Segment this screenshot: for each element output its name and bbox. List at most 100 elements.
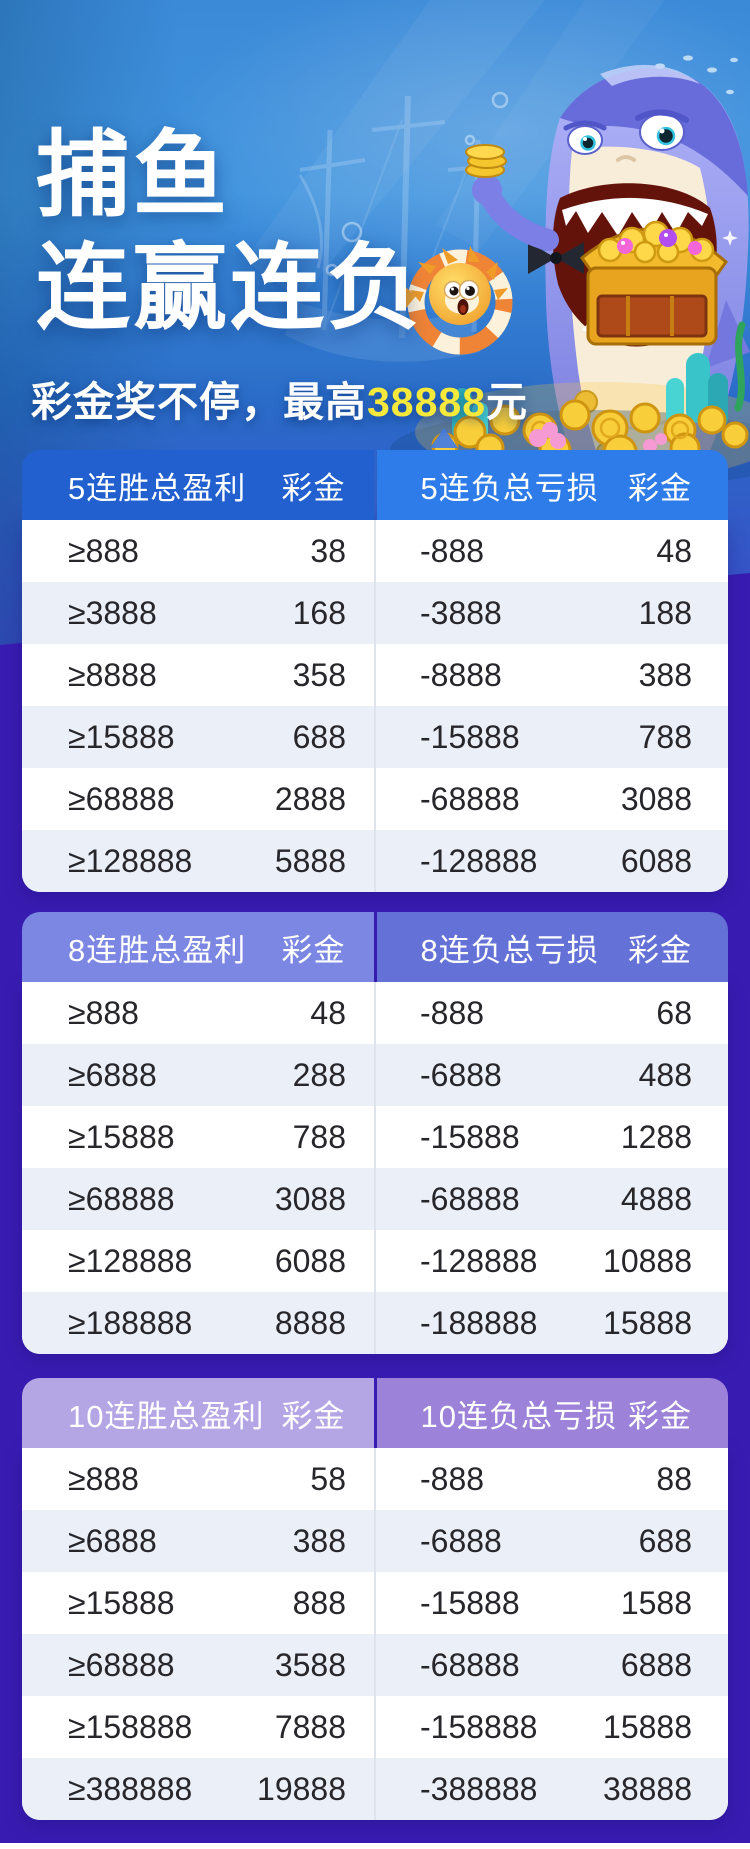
- win-cell: ≥6888 288: [22, 1044, 374, 1106]
- loss-bonus-value: 688: [638, 1522, 692, 1559]
- table-row: ≥388888 19888 -388888 38888: [22, 1758, 728, 1820]
- loss-bonus-value: 6088: [620, 842, 692, 879]
- win-header-cell: 5连胜总盈利 彩金: [22, 450, 374, 520]
- win-bonus-header: 彩金: [281, 470, 346, 506]
- win-threshold: ≥388888: [68, 1770, 193, 1807]
- subtitle-prefix: 彩金奖不停，最高: [31, 379, 367, 425]
- win-cell: ≥3888 168: [22, 582, 374, 644]
- loss-bonus-value: 488: [638, 1056, 692, 1093]
- subtitle-max-amount: 38888: [367, 379, 487, 425]
- table-row: ≥68888 3088 -68888 4888: [22, 1168, 728, 1230]
- banner-subtitle: 彩金奖不停，最高38888元: [31, 368, 528, 428]
- banner-title-line1: 捕鱼: [36, 122, 231, 227]
- loss-bonus-value: 48: [656, 532, 692, 569]
- win-streak-header: 10连胜总盈利: [68, 1398, 265, 1434]
- loss-cell: -888 88: [376, 1448, 728, 1510]
- loss-cell: -15888 788: [376, 706, 728, 768]
- loss-cell: -888 48: [376, 520, 728, 582]
- table-row: ≥8888 358 -8888 388: [22, 644, 728, 706]
- loss-bonus-value: 388: [638, 656, 692, 693]
- loss-bonus-value: 15888: [603, 1304, 692, 1341]
- loss-bonus-value: 68: [656, 994, 692, 1031]
- win-cell: ≥68888 3088: [22, 1168, 374, 1230]
- loss-cell: -188888 15888: [376, 1292, 728, 1354]
- pufferfish: [402, 246, 513, 355]
- loss-threshold: -68888: [420, 780, 520, 817]
- table-row: ≥15888 788 -15888 1288: [22, 1106, 728, 1168]
- win-bonus-value: 2888: [274, 780, 346, 817]
- win-threshold: ≥128888: [68, 842, 193, 879]
- win-bonus-value: 5888: [274, 842, 346, 879]
- table-row: ≥888 48 -888 68: [22, 982, 728, 1044]
- loss-cell: -68888 3088: [376, 768, 728, 830]
- win-bonus-value: 388: [292, 1522, 346, 1559]
- win-threshold: ≥6888: [68, 1522, 157, 1559]
- win-bonus-value: 788: [292, 1118, 346, 1155]
- subtitle-suffix: 元: [486, 379, 529, 425]
- table-header-row: 8连胜总盈利 彩金 8连负总亏损 彩金: [22, 912, 728, 982]
- win-bonus-value: 288: [292, 1056, 346, 1093]
- win-threshold: ≥68888: [68, 1180, 175, 1217]
- win-bonus-header: 彩金: [281, 1398, 346, 1434]
- loss-threshold: -68888: [420, 1180, 520, 1217]
- loss-threshold: -158888: [420, 1708, 538, 1745]
- win-cell: ≥6888 388: [22, 1510, 374, 1572]
- loss-threshold: -388888: [420, 1770, 538, 1807]
- win-bonus-value: 58: [310, 1460, 346, 1497]
- win-bonus-value: 168: [292, 594, 346, 631]
- win-threshold: ≥15888: [68, 1584, 175, 1621]
- loss-cell: -6888 488: [376, 1044, 728, 1106]
- win-cell: ≥128888 5888: [22, 830, 374, 892]
- loss-bonus-value: 88: [656, 1460, 692, 1497]
- win-threshold: ≥188888: [68, 1304, 193, 1341]
- loss-cell: -888 68: [376, 982, 728, 1044]
- win-cell: ≥388888 19888: [22, 1758, 374, 1820]
- win-bonus-value: 19888: [257, 1770, 346, 1807]
- loss-streak-header: 10连负总亏损: [420, 1398, 617, 1434]
- loss-cell: -158888 15888: [376, 1696, 728, 1758]
- loss-threshold: -15888: [420, 718, 520, 755]
- bottom-edge-strip: [0, 1843, 750, 1849]
- win-threshold: ≥888: [68, 1460, 139, 1497]
- table-row: ≥3888 168 -3888 188: [22, 582, 728, 644]
- loss-bonus-value: 188: [638, 594, 692, 631]
- loss-cell: -128888 10888: [376, 1230, 728, 1292]
- loss-threshold: -888: [420, 994, 485, 1031]
- win-cell: ≥128888 6088: [22, 1230, 374, 1292]
- table-row: ≥15888 688 -15888 788: [22, 706, 728, 768]
- loss-bonus-value: 3088: [620, 780, 692, 817]
- win-cell: ≥68888 3588: [22, 1634, 374, 1696]
- win-threshold: ≥15888: [68, 1118, 175, 1155]
- win-bonus-value: 358: [292, 656, 346, 693]
- loss-threshold: -888: [420, 1460, 485, 1497]
- banner-title-line2: 连赢连负: [36, 235, 425, 340]
- table-body: ≥888 38 -888 48 ≥3888 168 -3888 188 ≥888…: [22, 520, 728, 892]
- loss-bonus-value: 1588: [620, 1584, 692, 1621]
- loss-bonus-value: 10888: [603, 1242, 692, 1279]
- win-bonus-value: 48: [310, 994, 346, 1031]
- bow-tie: [528, 242, 584, 274]
- win-cell: ≥888 58: [22, 1448, 374, 1510]
- loss-bonus-header: 彩金: [628, 932, 692, 968]
- table-row: ≥188888 8888 -188888 15888: [22, 1292, 728, 1354]
- bonus-table-5-streak: 5连胜总盈利 彩金 5连负总亏损 彩金 ≥888 38 -888 48 ≥388…: [22, 450, 728, 892]
- loss-bonus-value: 38888: [603, 1770, 692, 1807]
- loss-cell: -8888 388: [376, 644, 728, 706]
- loss-cell: -15888 1588: [376, 1572, 728, 1634]
- loss-cell: -388888 38888: [376, 1758, 728, 1820]
- loss-threshold: -15888: [420, 1584, 520, 1621]
- loss-threshold: -6888: [420, 1522, 502, 1559]
- loss-bonus-value: 6888: [620, 1646, 692, 1683]
- banner-title: 捕鱼 连赢连负: [36, 118, 424, 344]
- win-bonus-value: 38: [310, 532, 346, 569]
- table-body: ≥888 48 -888 68 ≥6888 288 -6888 488 ≥158…: [22, 982, 728, 1354]
- loss-threshold: -6888: [420, 1056, 502, 1093]
- win-cell: ≥188888 8888: [22, 1292, 374, 1354]
- win-bonus-value: 6088: [274, 1242, 346, 1279]
- table-header-row: 5连胜总盈利 彩金 5连负总亏损 彩金: [22, 450, 728, 520]
- pink-coral: [529, 422, 667, 453]
- win-cell: ≥158888 7888: [22, 1696, 374, 1758]
- bonus-table-8-streak: 8连胜总盈利 彩金 8连负总亏损 彩金 ≥888 48 -888 68 ≥688…: [22, 912, 728, 1354]
- loss-header-cell: 5连负总亏损 彩金: [376, 450, 728, 520]
- loss-cell: -128888 6088: [376, 830, 728, 892]
